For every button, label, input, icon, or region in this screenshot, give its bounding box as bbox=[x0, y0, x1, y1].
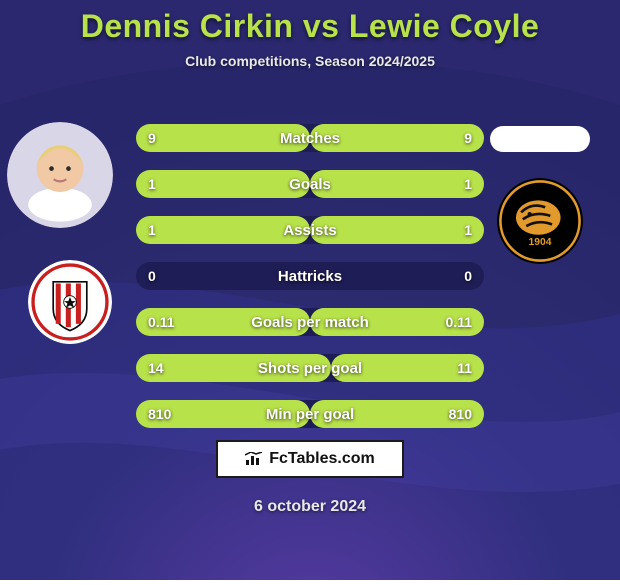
player-left-avatar bbox=[7, 122, 113, 228]
stat-bar-right bbox=[331, 354, 484, 382]
stat-bar-right bbox=[310, 124, 484, 152]
player-left-crest-svg bbox=[28, 260, 112, 344]
bar-chart-icon bbox=[245, 452, 263, 466]
stat-bar-right bbox=[310, 216, 484, 244]
stat-bar-right bbox=[310, 308, 484, 336]
stat-row: Shots per goal1411 bbox=[136, 354, 484, 382]
stat-row: Min per goal810810 bbox=[136, 400, 484, 428]
page-title: Dennis Cirkin vs Lewie Coyle bbox=[0, 8, 620, 45]
svg-text:1904: 1904 bbox=[529, 237, 552, 248]
fctables-logo-text: FcTables.com bbox=[269, 450, 375, 468]
stat-bar-right bbox=[310, 400, 484, 428]
stat-bar-left bbox=[136, 400, 310, 428]
stat-bar-left bbox=[136, 124, 310, 152]
player-left-avatar-svg bbox=[7, 122, 113, 228]
stat-bar-left bbox=[136, 170, 310, 198]
subtitle: Club competitions, Season 2024/2025 bbox=[0, 53, 620, 69]
stat-bars: Matches99 Goals11 Assists11 Hattricks00 Goal… bbox=[136, 124, 484, 446]
player-right-crest-svg: 1904 bbox=[497, 178, 583, 264]
stat-row: Matches99 bbox=[136, 124, 484, 152]
content: Dennis Cirkin vs Lewie Coyle Club compet… bbox=[0, 0, 620, 580]
footer-date: 6 october 2024 bbox=[254, 498, 366, 516]
stat-track bbox=[136, 262, 484, 290]
player-left-crest bbox=[28, 260, 112, 344]
stat-bar-left bbox=[136, 354, 331, 382]
player-right-avatar-placeholder bbox=[490, 126, 590, 152]
stat-bar-left bbox=[136, 308, 310, 336]
stat-row: Goals per match0.110.11 bbox=[136, 308, 484, 336]
fctables-logo: FcTables.com bbox=[216, 440, 404, 478]
stat-bar-right bbox=[310, 170, 484, 198]
stat-row: Hattricks00 bbox=[136, 262, 484, 290]
stat-row: Goals11 bbox=[136, 170, 484, 198]
stat-row: Assists11 bbox=[136, 216, 484, 244]
player-right-crest: 1904 bbox=[497, 178, 583, 264]
stat-bar-left bbox=[136, 216, 310, 244]
